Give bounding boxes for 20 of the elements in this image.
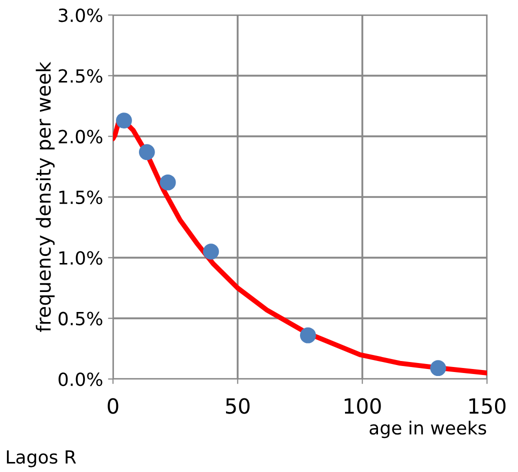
y-tick-label: 1.5%	[59, 190, 102, 204]
y-tick-label: 3.0%	[58, 8, 102, 22]
x-tick-label: 150	[469, 398, 506, 414]
point	[138, 144, 155, 160]
point	[430, 360, 446, 376]
x-tick-label: 0	[108, 398, 118, 414]
point	[300, 327, 316, 344]
point	[160, 174, 176, 190]
y-tick-label: 0.5%	[58, 312, 102, 326]
y-tick-label: 2.5%	[58, 69, 102, 83]
x-tick-label: 50	[226, 398, 250, 414]
point	[203, 244, 219, 260]
x-tick-label: 100	[344, 398, 381, 414]
y-tick-label: 0.0%	[58, 372, 102, 386]
x-axis-title: age in weeks	[370, 420, 486, 438]
y-axis-title: frequency density per week	[36, 62, 55, 332]
point	[116, 112, 132, 129]
y-tick-label: 2.0%	[58, 130, 102, 144]
text: Lagos R	[6, 450, 76, 468]
y-tick-label: 1.0%	[59, 251, 102, 265]
